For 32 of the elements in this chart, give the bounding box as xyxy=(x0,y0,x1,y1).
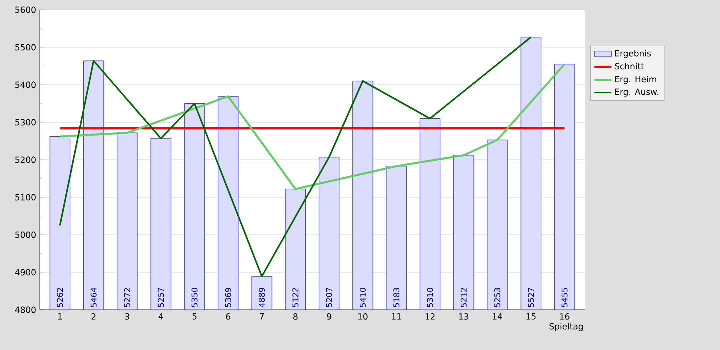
x-axis-title: Spieltag xyxy=(550,323,584,332)
x-tick-label: 15 xyxy=(526,314,536,320)
legend-label: Schnitt xyxy=(615,63,644,70)
x-tick-label: 9 xyxy=(327,314,332,320)
x-tick-label: 6 xyxy=(226,314,231,320)
line-series xyxy=(59,36,532,278)
y-tick-label: 5300 xyxy=(16,119,36,126)
x-tick-label: 14 xyxy=(493,314,502,320)
y-tick-label: 5500 xyxy=(16,44,36,51)
x-tick-label: 4 xyxy=(158,314,164,320)
x-tick-label: 3 xyxy=(125,314,130,320)
x-tick-label: 12 xyxy=(426,314,435,320)
legend-label: Erg. Ausw. xyxy=(615,88,658,97)
y-tick-label: 4800 xyxy=(15,306,36,314)
x-tick-label: 13 xyxy=(459,314,469,320)
y-tick-label: 5600 xyxy=(16,6,36,14)
x-tick-label: 11 xyxy=(392,314,402,320)
legend-label: Ergebnis xyxy=(615,50,652,58)
line-series xyxy=(59,63,566,190)
x-tick-label: 16 xyxy=(560,314,570,320)
x-tick-label: 10 xyxy=(358,314,368,320)
y-tick-label: 5400 xyxy=(16,82,36,88)
x-tick-label: 8 xyxy=(294,314,298,320)
x-tick-label: 5 xyxy=(192,314,197,320)
legend-label: Erg. Heim xyxy=(615,76,656,84)
y-tick-label: 5200 xyxy=(16,156,36,164)
x-tick-label: 1 xyxy=(58,314,62,320)
x-tick-label: 2 xyxy=(92,314,96,320)
y-tick-label: 5000 xyxy=(16,232,36,238)
y-tick-label: 4900 xyxy=(15,269,36,276)
x-tick-label: 7 xyxy=(260,314,264,320)
y-tick-label: 5100 xyxy=(16,194,36,201)
